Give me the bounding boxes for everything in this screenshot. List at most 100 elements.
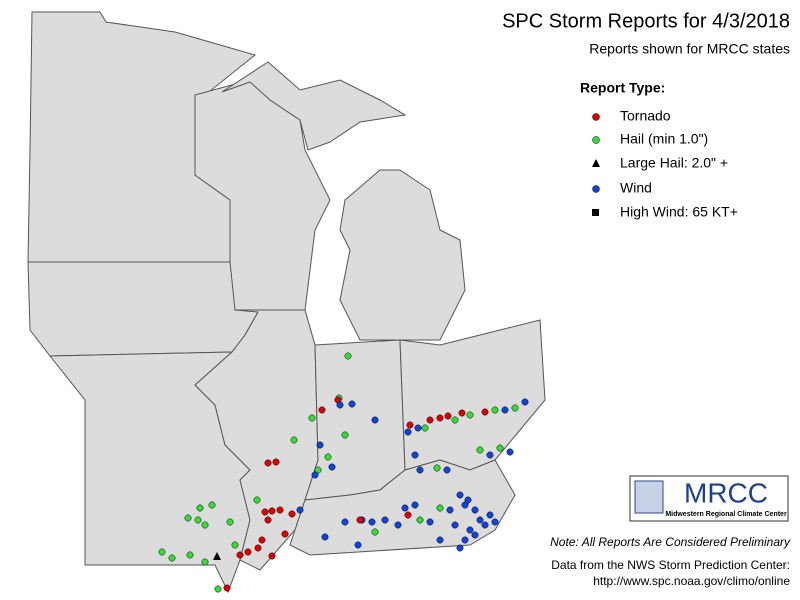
report-marker — [336, 401, 344, 409]
report-marker — [281, 530, 289, 538]
logo: MRCC Midwestern Regional Climate Center — [629, 475, 789, 522]
report-marker — [404, 511, 412, 519]
report-marker — [481, 521, 489, 529]
report-marker — [461, 501, 469, 509]
legend-label: High Wind: 65 KT+ — [620, 204, 738, 220]
report-marker — [268, 507, 276, 515]
report-marker — [486, 511, 494, 519]
report-marker — [421, 424, 429, 432]
report-marker — [461, 536, 469, 544]
legend-marker — [592, 113, 600, 121]
report-marker — [226, 518, 234, 526]
report-marker — [471, 506, 479, 514]
report-marker — [321, 533, 329, 541]
report-marker — [476, 446, 484, 454]
report-marker — [264, 516, 272, 524]
report-marker — [201, 558, 209, 566]
legend-marker — [592, 209, 599, 216]
report-marker — [466, 411, 474, 419]
report-marker — [261, 508, 269, 516]
report-marker — [426, 416, 434, 424]
report-marker — [476, 516, 484, 524]
report-marker — [296, 506, 304, 514]
report-marker — [316, 441, 324, 449]
report-marker — [354, 541, 362, 549]
states — [27, 11, 546, 594]
report-marker — [506, 448, 514, 456]
report-marker — [196, 504, 204, 512]
report-marker — [381, 516, 389, 524]
report-marker — [521, 398, 529, 406]
report-marker — [268, 552, 276, 560]
report-marker — [501, 406, 509, 414]
report-marker — [244, 548, 252, 556]
report-marker — [481, 408, 489, 416]
report-marker — [344, 352, 352, 360]
report-marker — [416, 516, 424, 524]
report-marker — [341, 518, 349, 526]
report-marker — [308, 414, 316, 422]
logo-icon — [634, 480, 664, 514]
reports — [158, 352, 529, 593]
report-marker — [208, 501, 216, 509]
report-marker — [464, 496, 472, 504]
report-marker — [394, 521, 402, 529]
state-mi-upper — [221, 61, 407, 151]
logo-name: MRCC — [684, 477, 768, 508]
report-marker — [414, 424, 422, 432]
report-marker — [341, 431, 349, 439]
report-marker — [491, 406, 499, 414]
report-marker — [446, 506, 454, 514]
report-marker — [456, 544, 464, 552]
report-marker — [451, 416, 459, 424]
legend-marker — [592, 159, 600, 167]
legend-marker — [592, 185, 600, 193]
legend-label: Hail (min 1.0") — [620, 131, 708, 147]
report-marker — [213, 552, 221, 560]
state-in — [304, 339, 406, 501]
report-marker — [401, 504, 409, 512]
report-marker — [253, 496, 261, 504]
report-marker — [444, 412, 452, 420]
source: Data from the NWS Storm Prediction Cente… — [551, 558, 790, 572]
report-marker — [158, 548, 166, 556]
report-marker — [194, 516, 202, 524]
report-marker — [201, 521, 209, 529]
report-marker — [416, 466, 424, 474]
report-marker — [486, 451, 494, 459]
legend-label: Tornado — [620, 108, 671, 124]
report-marker — [436, 414, 444, 422]
title: SPC Storm Reports for 4/3/2018 — [502, 10, 790, 32]
report-marker — [496, 444, 504, 452]
report-marker — [458, 409, 466, 417]
report-marker — [411, 501, 419, 509]
subtitle: Reports shown for MRCC states — [589, 41, 790, 57]
report-marker — [371, 416, 379, 424]
legend-label: Large Hail: 2.0" + — [620, 155, 728, 171]
report-marker — [231, 541, 239, 549]
state-mi-lower — [339, 169, 466, 341]
report-marker — [511, 404, 519, 412]
report-marker — [318, 406, 326, 414]
report-marker — [258, 536, 266, 544]
report-marker — [184, 514, 192, 522]
report-marker — [324, 453, 332, 461]
report-marker — [451, 521, 459, 529]
report-marker — [168, 554, 176, 562]
source-url: http://www.spc.noaa.gov/climo/online — [593, 574, 790, 588]
report-marker — [186, 551, 194, 559]
report-marker — [433, 464, 441, 472]
report-marker — [436, 536, 444, 544]
state-ia — [27, 261, 259, 357]
report-marker — [471, 531, 479, 539]
report-marker — [348, 400, 356, 408]
report-marker — [314, 466, 322, 474]
report-marker — [254, 544, 262, 552]
report-marker — [311, 471, 319, 479]
note: Note: All Reports Are Considered Prelimi… — [550, 535, 791, 549]
legend-label: Wind — [620, 180, 652, 196]
report-marker — [368, 518, 376, 526]
report-marker — [466, 526, 474, 534]
report-marker — [443, 466, 451, 474]
